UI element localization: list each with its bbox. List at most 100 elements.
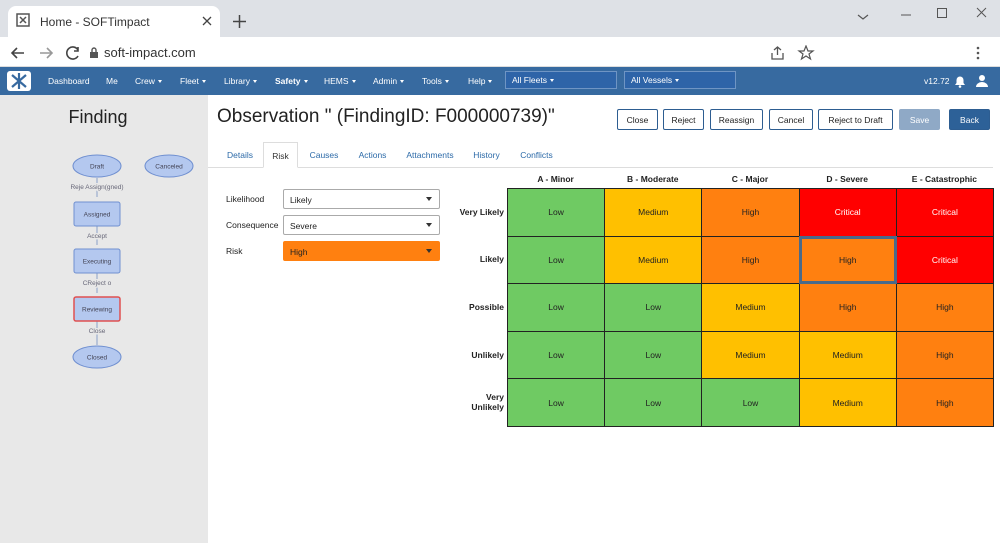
node-label: Executing bbox=[83, 259, 112, 266]
nav-item[interactable]: Dashboard bbox=[48, 76, 90, 86]
risk-cell: Medium bbox=[701, 283, 800, 332]
risk-cell: Critical bbox=[798, 188, 897, 237]
select[interactable]: Likely bbox=[283, 189, 440, 209]
nav-item[interactable]: Library bbox=[224, 76, 257, 86]
workflow-diagram: Draft Canceled Assigned Executing Reviewing C… bbox=[69, 154, 194, 369]
nav-buttons[interactable] bbox=[10, 45, 80, 61]
edge-label: CReject o bbox=[83, 280, 112, 287]
button[interactable]: Save bbox=[899, 109, 940, 130]
button[interactable]: Reject to Draft bbox=[818, 109, 893, 130]
app-nav: Dashboard Me Crew Fleet Library Safety HEMS Adm… bbox=[0, 67, 1000, 95]
column-header: A - Minor bbox=[537, 174, 574, 184]
risk-cell: Medium bbox=[798, 378, 897, 427]
edge-label: Reje Assign(gned) bbox=[70, 184, 123, 191]
nav-item[interactable]: Safety bbox=[275, 76, 308, 86]
risk-cell: Low bbox=[507, 235, 606, 285]
node-label: Canceled bbox=[155, 164, 183, 171]
workflow-node bbox=[73, 201, 121, 227]
select[interactable]: Severe bbox=[283, 215, 440, 235]
risk-cell: Low bbox=[604, 378, 703, 427]
nav-item[interactable]: Admin bbox=[373, 76, 404, 86]
new-tab[interactable] bbox=[233, 15, 246, 28]
nav-item[interactable]: Me bbox=[106, 76, 118, 86]
risk-cell: High bbox=[895, 378, 994, 427]
panel-title: Finding bbox=[68, 107, 128, 127]
nav-icons[interactable] bbox=[952, 74, 992, 88]
risk-cell: Low bbox=[604, 330, 703, 380]
toolbar-icons[interactable] bbox=[770, 45, 990, 61]
tab[interactable]: Causes bbox=[309, 150, 339, 160]
version: v12.72 bbox=[924, 76, 950, 86]
risk-cell: Medium bbox=[604, 235, 703, 285]
column-header: E - Catastrophic bbox=[911, 174, 977, 184]
edge-label: Close bbox=[89, 328, 106, 335]
tab[interactable]: Attachments bbox=[406, 150, 454, 160]
risk-cell: High bbox=[895, 330, 994, 380]
workflow-panel: Finding Draft Canceled Assigned Executing Re… bbox=[0, 95, 208, 543]
close-tab[interactable] bbox=[202, 16, 212, 26]
browser-tab-bar: Home - SOFTimpact bbox=[0, 0, 1000, 37]
workflow-node bbox=[144, 154, 194, 178]
risk-cell: Medium bbox=[798, 330, 897, 380]
button[interactable]: Cancel bbox=[769, 109, 813, 130]
window-controls[interactable] bbox=[855, 6, 995, 20]
risk-cell: Medium bbox=[701, 330, 800, 380]
logo[interactable] bbox=[6, 70, 32, 92]
tab[interactable]: History bbox=[473, 150, 500, 160]
risk-cell: Critical bbox=[895, 188, 994, 237]
risk-cell: Low bbox=[507, 283, 606, 332]
row-header: Likely bbox=[479, 254, 504, 265]
address-bar: soft-impact.com bbox=[0, 37, 1000, 67]
button[interactable]: Reject bbox=[663, 109, 704, 130]
nav-item[interactable]: HEMS bbox=[324, 76, 356, 86]
risk-cell: High bbox=[798, 235, 897, 285]
edge-label: Accept bbox=[87, 233, 107, 240]
risk-cell: Low bbox=[701, 378, 800, 427]
vessel-select[interactable]: All Vessels bbox=[624, 71, 736, 89]
column-header: B - Moderate bbox=[627, 174, 679, 184]
node-label: Reviewing bbox=[82, 307, 112, 314]
button[interactable]: Reassign bbox=[710, 109, 763, 130]
field-label: Risk bbox=[226, 246, 243, 256]
nav-item[interactable]: Help bbox=[468, 76, 492, 86]
select: High bbox=[283, 241, 440, 261]
tab[interactable]: Conflicts bbox=[520, 150, 553, 160]
column-header: C - Major bbox=[731, 174, 769, 184]
field-label: Likelihood bbox=[226, 194, 265, 204]
nav-item[interactable]: Fleet bbox=[180, 76, 206, 86]
row-header: Very Likely bbox=[459, 206, 504, 217]
risk-cell: High bbox=[895, 283, 994, 332]
browser-tab[interactable]: Home - SOFTimpact bbox=[8, 6, 220, 37]
workflow-node bbox=[72, 154, 122, 178]
workflow-node bbox=[72, 345, 122, 369]
risk-cell: Low bbox=[507, 330, 606, 380]
button[interactable]: Back bbox=[949, 109, 990, 130]
url[interactable]: soft-impact.com bbox=[104, 45, 196, 60]
node-label: Assigned bbox=[84, 212, 111, 219]
nav-item[interactable]: Tools bbox=[422, 76, 449, 86]
tab[interactable]: Actions bbox=[358, 150, 387, 160]
nav-item[interactable]: Crew bbox=[135, 76, 162, 86]
field-label: Consequence bbox=[226, 220, 279, 230]
page-title: Observation " (FindingID: F000000739)" bbox=[217, 106, 555, 127]
row-header: Possible bbox=[469, 301, 504, 312]
site-info[interactable] bbox=[88, 47, 100, 59]
favicon bbox=[16, 13, 30, 27]
row-header: Unlikely bbox=[471, 349, 504, 360]
tab[interactable]: Details bbox=[227, 150, 253, 160]
risk-cell: Low bbox=[604, 283, 703, 332]
workflow-node bbox=[73, 296, 121, 322]
risk-cell: Low bbox=[507, 378, 606, 427]
tab-underline bbox=[208, 167, 993, 168]
risk-cell: High bbox=[701, 235, 800, 285]
risk-cell: High bbox=[701, 188, 800, 237]
button[interactable]: Close bbox=[617, 109, 658, 130]
risk-cell: Low bbox=[507, 188, 606, 237]
node-label: Draft bbox=[90, 164, 104, 171]
tab[interactable]: Risk bbox=[263, 142, 298, 168]
risk-cell: High bbox=[798, 283, 897, 332]
fleet-select[interactable]: All Fleets bbox=[505, 71, 617, 89]
node-label: Closed bbox=[87, 355, 108, 362]
